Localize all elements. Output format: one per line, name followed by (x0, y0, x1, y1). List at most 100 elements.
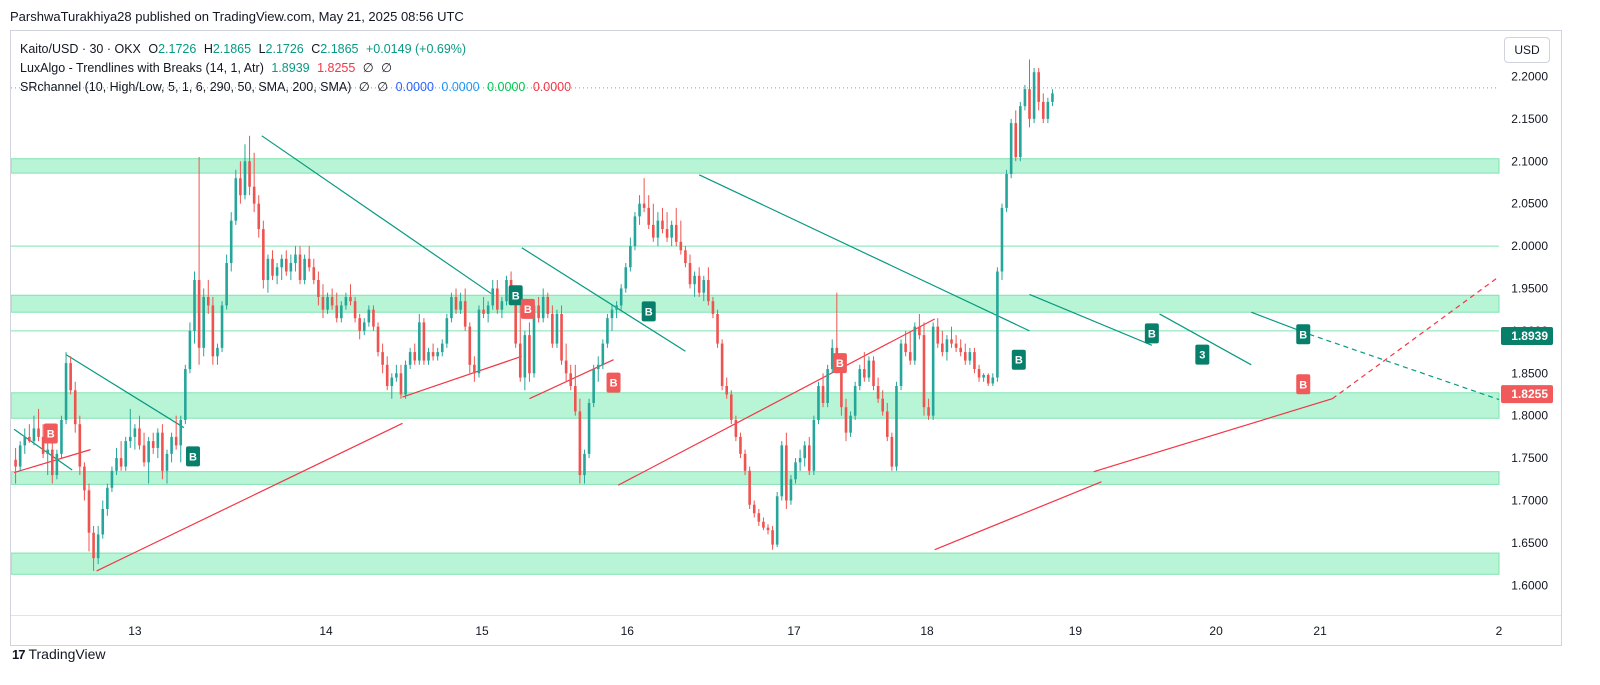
candle-body (119, 458, 123, 467)
legend-close-label: C (311, 42, 321, 56)
break-badge (606, 372, 621, 393)
candle-body (830, 347, 834, 370)
candle-body (1009, 123, 1013, 174)
candle-body (817, 386, 820, 420)
candle-body (170, 436, 173, 454)
candle-body (142, 445, 146, 463)
candle-body (248, 161, 251, 187)
y-tick-label: 1.8000 (1511, 409, 1548, 423)
candle-body (977, 369, 981, 378)
resistance-trendline (1029, 293, 1153, 346)
candle-body (440, 343, 444, 353)
candle-body (564, 360, 568, 374)
candle-body (161, 432, 164, 471)
indicator2-value6: 0.0000 (532, 80, 572, 94)
candle-body (427, 352, 430, 361)
candle-body (532, 305, 536, 374)
candle-body (271, 258, 274, 276)
candle-body (629, 246, 632, 268)
candle-body (358, 318, 361, 331)
candle-body (936, 326, 940, 344)
x-tick-label: 15 (475, 624, 489, 638)
support-trendline (617, 318, 935, 486)
currency-button[interactable]: USD (1504, 37, 1550, 63)
candle-body (340, 305, 343, 319)
break-badge-label: 3 (1199, 350, 1205, 362)
candle-body (1028, 89, 1031, 119)
indicator2-value3: 0.0000 (395, 80, 434, 94)
candle-body (803, 445, 807, 459)
candle-body (927, 407, 930, 416)
legend-open-label: O (148, 42, 159, 56)
candle-body (606, 318, 609, 344)
break-badge (1195, 344, 1210, 365)
support-trendline (1093, 398, 1333, 473)
candle-body (931, 326, 935, 416)
candle-body (633, 216, 637, 247)
indicator2-name: SRchannel (10, High/Low, 5, 1, 6, 290, 5… (20, 80, 352, 94)
candle-body (390, 377, 394, 387)
candle-body (101, 508, 105, 535)
candle-body (794, 462, 797, 480)
candle-body (1014, 123, 1018, 158)
candle-body (853, 386, 857, 416)
candle-body (188, 330, 192, 370)
indicator2-value4: 0.0000 (441, 80, 480, 94)
break-badge (832, 353, 847, 374)
legend-indicator2-row[interactable]: SRchannel (10, High/Low, 5, 1, 6, 290, 5… (20, 78, 571, 97)
candle-body (1023, 89, 1027, 107)
candle-body (674, 224, 678, 242)
candle-body (147, 441, 150, 463)
candle-body (92, 532, 95, 559)
candle-body (133, 428, 137, 437)
candle-body (656, 220, 660, 238)
candle-body (546, 296, 550, 314)
candle-body (225, 263, 228, 306)
break-badge-label: B (1299, 379, 1307, 391)
break-badge (1296, 324, 1311, 345)
candle-body (413, 352, 417, 361)
candle-body (307, 258, 311, 268)
legend-main-row[interactable]: Kaito/USD · 30 · OKX O2.1726 H2.1865 L2.… (20, 40, 571, 59)
candle-body (748, 470, 751, 505)
candle-body (408, 352, 412, 365)
candle-body (867, 360, 871, 378)
support-trendline (96, 422, 403, 572)
candle-body (789, 479, 793, 501)
candle-body (174, 436, 178, 446)
y-tick-label: 1.7500 (1511, 451, 1548, 465)
candle-body (757, 513, 761, 522)
resistance-trendline (261, 135, 492, 295)
footer-brand[interactable]: 17 TradingView (12, 646, 106, 662)
break-badge-label: B (645, 306, 653, 318)
break-badge-label: B (47, 429, 55, 441)
candle-body (954, 343, 958, 348)
candle-body (55, 453, 59, 476)
candle-body (83, 466, 86, 491)
x-tick-label: 17 (787, 624, 801, 638)
sr-zone (11, 392, 1500, 419)
candle-body (752, 504, 756, 514)
candle-body (720, 343, 724, 387)
legend-indicator1-row[interactable]: LuxAlgo - Trendlines with Breaks (14, 1,… (20, 59, 571, 78)
candle-body (197, 279, 201, 348)
break-badge (43, 423, 58, 444)
break-badge-label: B (1148, 328, 1156, 340)
indicator1-value4: ∅ (381, 61, 393, 75)
price-label-bg (1501, 385, 1553, 404)
candle-body (587, 402, 591, 454)
candle-body (436, 352, 439, 357)
x-tick-label: 13 (128, 624, 142, 638)
candle-body (468, 326, 472, 365)
candle-body (601, 343, 605, 365)
candle-body (693, 275, 696, 285)
x-tick-label: 20 (1209, 624, 1223, 638)
candle-body (968, 352, 972, 361)
candle-body (353, 301, 357, 319)
candle-body (184, 369, 187, 420)
candle-body (349, 296, 352, 302)
candle-body (922, 335, 926, 408)
x-tick-label: 2 (1496, 624, 1503, 638)
indicator2-value1: ∅ (358, 80, 370, 94)
